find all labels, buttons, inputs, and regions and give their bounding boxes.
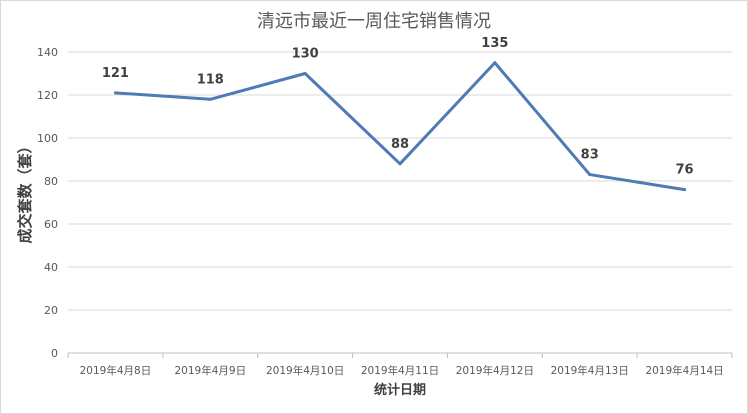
x-tick-label: 2019年4月9日 bbox=[174, 364, 246, 377]
x-axis-ticks: 2019年4月8日 2019年4月9日 2019年4月10日 2019年4月11日 20… bbox=[80, 364, 724, 377]
y-tick-label: 120 bbox=[37, 89, 58, 102]
data-labels: 121 118 130 88 135 83 76 bbox=[102, 36, 694, 178]
chart-title: 清远市最近一周住宅销售情况 bbox=[257, 11, 491, 32]
data-label: 76 bbox=[676, 163, 694, 178]
data-point bbox=[208, 97, 212, 101]
data-point bbox=[113, 91, 117, 95]
x-tick-label: 2019年4月12日 bbox=[456, 364, 534, 377]
series-layer bbox=[113, 61, 687, 192]
y-tick-label: 0 bbox=[51, 347, 58, 360]
data-point bbox=[398, 162, 402, 166]
data-point bbox=[683, 188, 687, 192]
y-axis-ticks: 0 20 40 60 80 100 120 140 bbox=[37, 46, 58, 360]
x-tick-label: 2019年4月13日 bbox=[551, 364, 629, 377]
data-point bbox=[493, 61, 497, 65]
y-tick-label: 100 bbox=[37, 132, 58, 145]
data-point bbox=[303, 72, 307, 75]
data-point bbox=[588, 173, 592, 177]
data-label: 121 bbox=[102, 66, 129, 81]
y-tick-label: 80 bbox=[44, 175, 58, 188]
gridlines bbox=[67, 51, 733, 358]
x-axis-title: 统计日期 bbox=[374, 382, 426, 398]
data-label: 118 bbox=[197, 72, 224, 87]
y-axis-title: 成交套数（套） bbox=[16, 138, 34, 243]
y-tick-label: 20 bbox=[44, 304, 58, 317]
x-tick-label: 2019年4月8日 bbox=[80, 364, 152, 377]
data-label: 83 bbox=[581, 148, 599, 163]
y-tick-label: 40 bbox=[44, 261, 58, 274]
data-label: 135 bbox=[481, 36, 508, 51]
x-tick-label: 2019年4月11日 bbox=[361, 364, 439, 377]
y-tick-label: 60 bbox=[44, 218, 58, 231]
data-label: 88 bbox=[391, 137, 409, 152]
x-tick-label: 2019年4月10日 bbox=[266, 364, 344, 377]
x-tick-label: 2019年4月14日 bbox=[645, 364, 723, 377]
y-tick-label: 140 bbox=[37, 46, 58, 59]
data-label: 130 bbox=[292, 47, 319, 62]
